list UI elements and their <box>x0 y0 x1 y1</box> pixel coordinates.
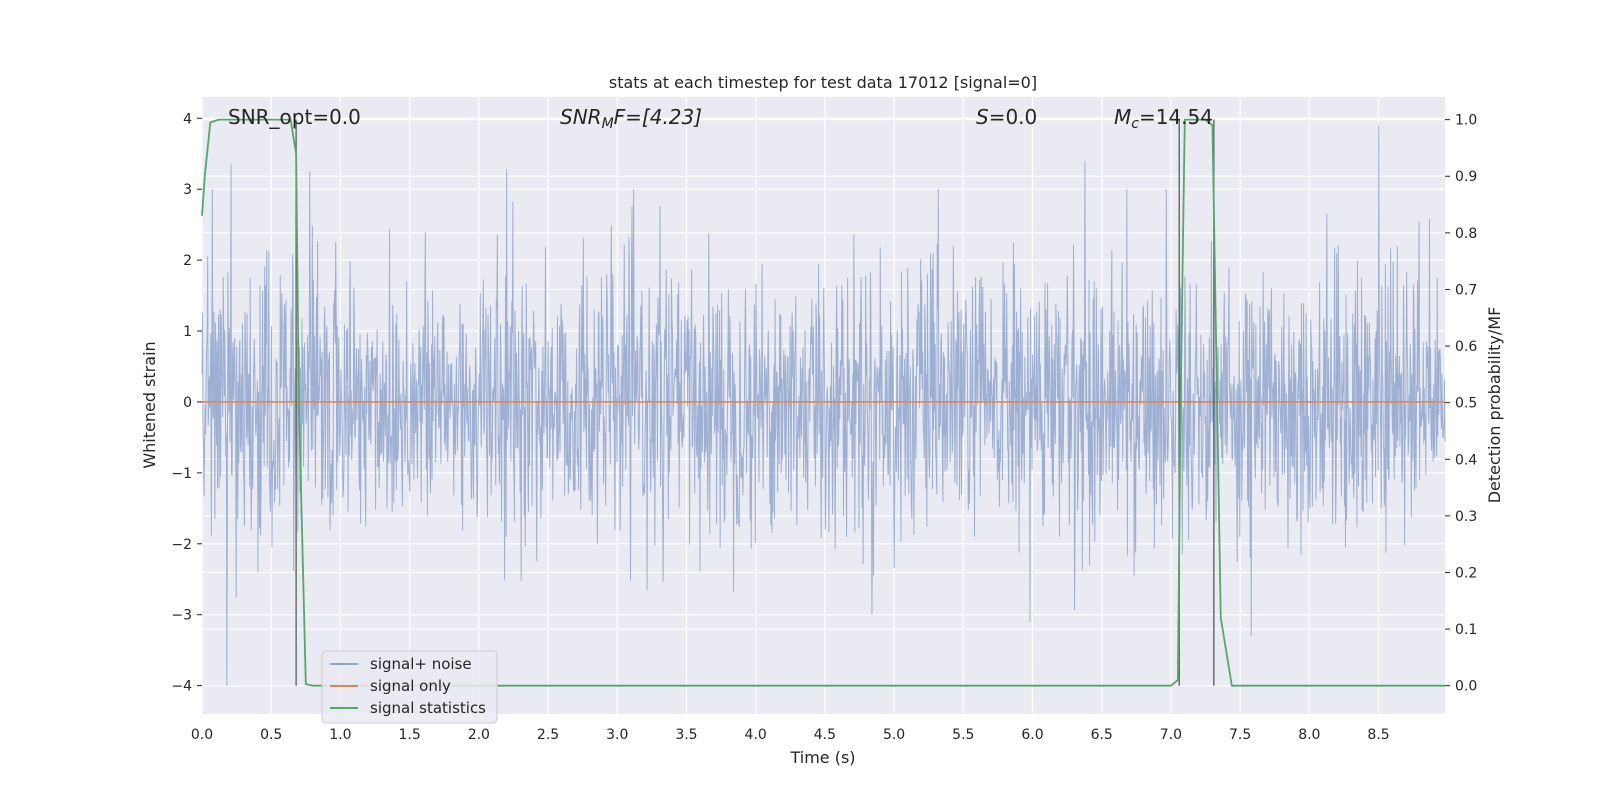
y-right-tick-label: 0.7 <box>1455 282 1477 298</box>
y-right-tick-label: 1.0 <box>1455 113 1477 129</box>
noise-line <box>201 125 1446 686</box>
y-right-tick-label: 0.1 <box>1455 622 1477 638</box>
tick-labels: 0.0 0.5 1.0 1.5 2.0 2.5 3.0 3.5 4.0 4.5 5.0 5.5 6.0 6… <box>171 111 1477 743</box>
x-tick-label: 3.0 <box>606 727 628 743</box>
y-right-tick-label: 0.6 <box>1455 339 1477 355</box>
y-axis-label-right: Detection probability/MF <box>1485 307 1504 504</box>
legend-box <box>321 650 498 724</box>
x-tick-label: 2.0 <box>468 727 490 743</box>
y-axis-label-left: Whitened strain <box>140 341 159 468</box>
y-right-tick-label: 0.9 <box>1455 169 1477 185</box>
y-left-tick-label: −1 <box>171 466 192 482</box>
x-tick-label: 6.0 <box>1021 727 1043 743</box>
x-tick-label: 2.5 <box>537 727 559 743</box>
signal-statistics-series <box>201 118 1445 687</box>
x-tick-label: 5.5 <box>952 727 974 743</box>
x-tick-label: 8.0 <box>1298 727 1320 743</box>
y-right-tick-label: 0.2 <box>1455 565 1477 581</box>
legend: signal+ noise signal only signal statist… <box>321 650 498 724</box>
x-tick-label: 0.0 <box>191 727 213 743</box>
x-tick-label: 5.0 <box>883 727 905 743</box>
x-tick-label: 0.5 <box>260 727 282 743</box>
y-right-tick-label: 0.5 <box>1455 396 1477 412</box>
y-right-tick-label: 0.4 <box>1455 452 1477 468</box>
x-tick-label: 1.5 <box>398 727 420 743</box>
x-axis-label: Time (s) <box>789 748 855 767</box>
x-tick-label: 7.5 <box>1229 727 1251 743</box>
y-left-tick-label: 3 <box>183 182 192 198</box>
y-left-tick-label: 0 <box>183 395 192 411</box>
x-tick-label: 6.5 <box>1091 727 1113 743</box>
y-left-tick-label: −3 <box>171 608 192 624</box>
legend-signal-label: signal only <box>370 677 451 695</box>
legend-noise-label: signal+ noise <box>370 655 472 673</box>
y-left-tick-label: −2 <box>171 537 192 553</box>
x-tick-label: 7.0 <box>1160 727 1182 743</box>
x-tick-label: 4.0 <box>745 727 767 743</box>
s-annotation: S=0.0 <box>976 105 1037 129</box>
y-right-tick-label: 0.3 <box>1455 509 1477 525</box>
mc-annotation: Mc=14.54 <box>1114 105 1213 132</box>
signal-plus-noise-series <box>201 125 1446 686</box>
signal-statistics-line <box>201 118 1445 687</box>
x-tick-label: 8.5 <box>1367 727 1389 743</box>
snr-opt-annotation: SNR_opt=0.0 <box>228 105 361 129</box>
x-tick-label: 4.5 <box>814 727 836 743</box>
x-tick-label: 1.0 <box>329 727 351 743</box>
chart-title: stats at each timestep for test data 170… <box>609 73 1037 92</box>
y-left-tick-label: −4 <box>171 679 192 695</box>
y-left-tick-label: 4 <box>183 111 192 127</box>
legend-stats-label: signal statistics <box>370 699 486 717</box>
y-right-tick-label: 0.0 <box>1455 679 1477 695</box>
y-left-tick-label: 1 <box>183 324 192 340</box>
x-tick-label: 3.5 <box>675 727 697 743</box>
y-left-tick-label: 2 <box>183 253 192 269</box>
snr-mf-annotation: SNRMF=[4.23] <box>560 105 702 132</box>
y-right-tick-label: 0.8 <box>1455 226 1477 242</box>
